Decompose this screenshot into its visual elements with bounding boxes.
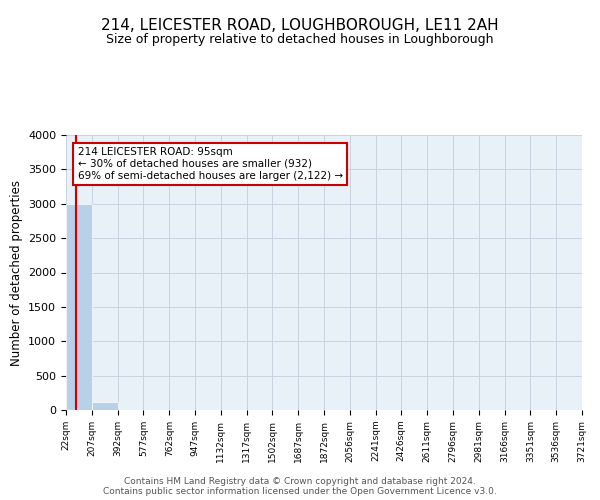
Text: Size of property relative to detached houses in Loughborough: Size of property relative to detached ho… [106,32,494,46]
Text: 214 LEICESTER ROAD: 95sqm
← 30% of detached houses are smaller (932)
69% of semi: 214 LEICESTER ROAD: 95sqm ← 30% of detac… [77,148,343,180]
Bar [92,402,118,410]
Bar [66,204,92,410]
Text: 214, LEICESTER ROAD, LOUGHBOROUGH, LE11 2AH: 214, LEICESTER ROAD, LOUGHBOROUGH, LE11 … [101,18,499,32]
Text: Contains HM Land Registry data © Crown copyright and database right 2024.: Contains HM Land Registry data © Crown c… [124,478,476,486]
Y-axis label: Number of detached properties: Number of detached properties [10,180,23,366]
Text: Contains public sector information licensed under the Open Government Licence v3: Contains public sector information licen… [103,488,497,496]
